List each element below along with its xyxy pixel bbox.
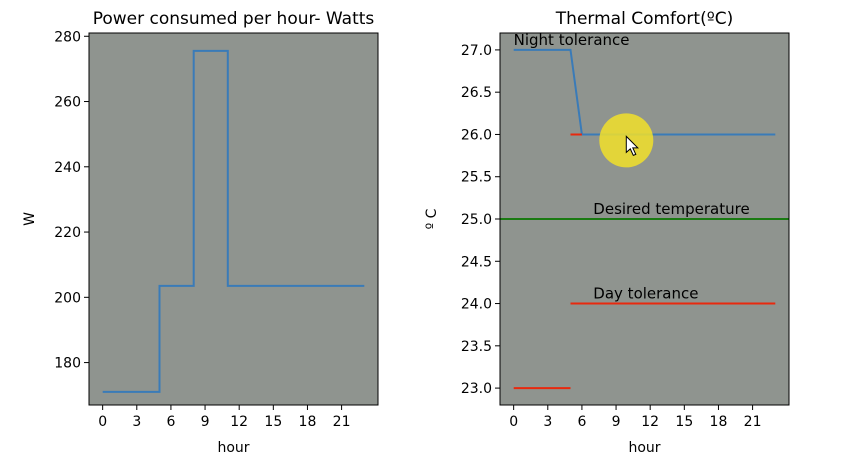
y-tick-label: 180 [54,356,81,372]
thermal-comfort-chart: Night tolerance Desired temperature Day to… [424,9,789,456]
y-tick-label: 25.5 [461,170,492,186]
x-tick-label: 9 [612,414,621,430]
annotation-label: Desired temperature [593,200,749,218]
x-tick-label: 12 [641,414,659,430]
power-chart: 0 3 6 9 12 15 18 21 180 200 220 240 260 280 Power co… [22,9,378,456]
y-tick-label: 24.5 [461,254,492,270]
thermal-chart-title: Thermal Comfort(ºC) [555,9,733,29]
y-tick-label: 25.0 [461,212,492,228]
thermal-x-axis-label: hour [628,440,660,456]
y-tick-label: 280 [54,29,81,45]
y-tick-label: 200 [54,290,81,306]
x-tick-label: 6 [577,414,586,430]
y-tick-label: 24.0 [461,297,492,313]
x-tick-label: 15 [264,414,282,430]
x-tick-label: 9 [201,414,210,430]
power-plot-area [89,33,378,405]
y-tick-label: 220 [54,225,81,241]
y-tick-label: 27.0 [461,43,492,59]
x-tick-label: 15 [675,414,693,430]
annotation-label: Day tolerance [593,284,698,302]
x-tick-label: 21 [333,414,351,430]
annotation-label: Night tolerance [514,31,630,49]
power-x-axis-label: hour [217,440,249,456]
y-tick-label: 23.5 [461,339,492,355]
y-tick-label: 26.0 [461,127,492,143]
y-tick-label: 23.0 [461,381,492,397]
x-tick-label: 18 [710,414,728,430]
thermal-y-axis-label: º C [424,208,440,229]
x-tick-label: 18 [299,414,317,430]
x-tick-label: 0 [98,414,107,430]
power-chart-title: Power consumed per hour- Watts [93,9,375,29]
y-tick-label: 260 [54,95,81,111]
x-tick-label: 3 [543,414,552,430]
y-tick-label: 26.5 [461,85,492,101]
x-tick-label: 6 [166,414,175,430]
x-tick-label: 3 [132,414,141,430]
power-y-axis-label: W [22,212,38,226]
x-tick-label: 0 [509,414,518,430]
y-tick-label: 240 [54,160,81,176]
x-tick-label: 21 [744,414,762,430]
x-tick-label: 12 [230,414,248,430]
